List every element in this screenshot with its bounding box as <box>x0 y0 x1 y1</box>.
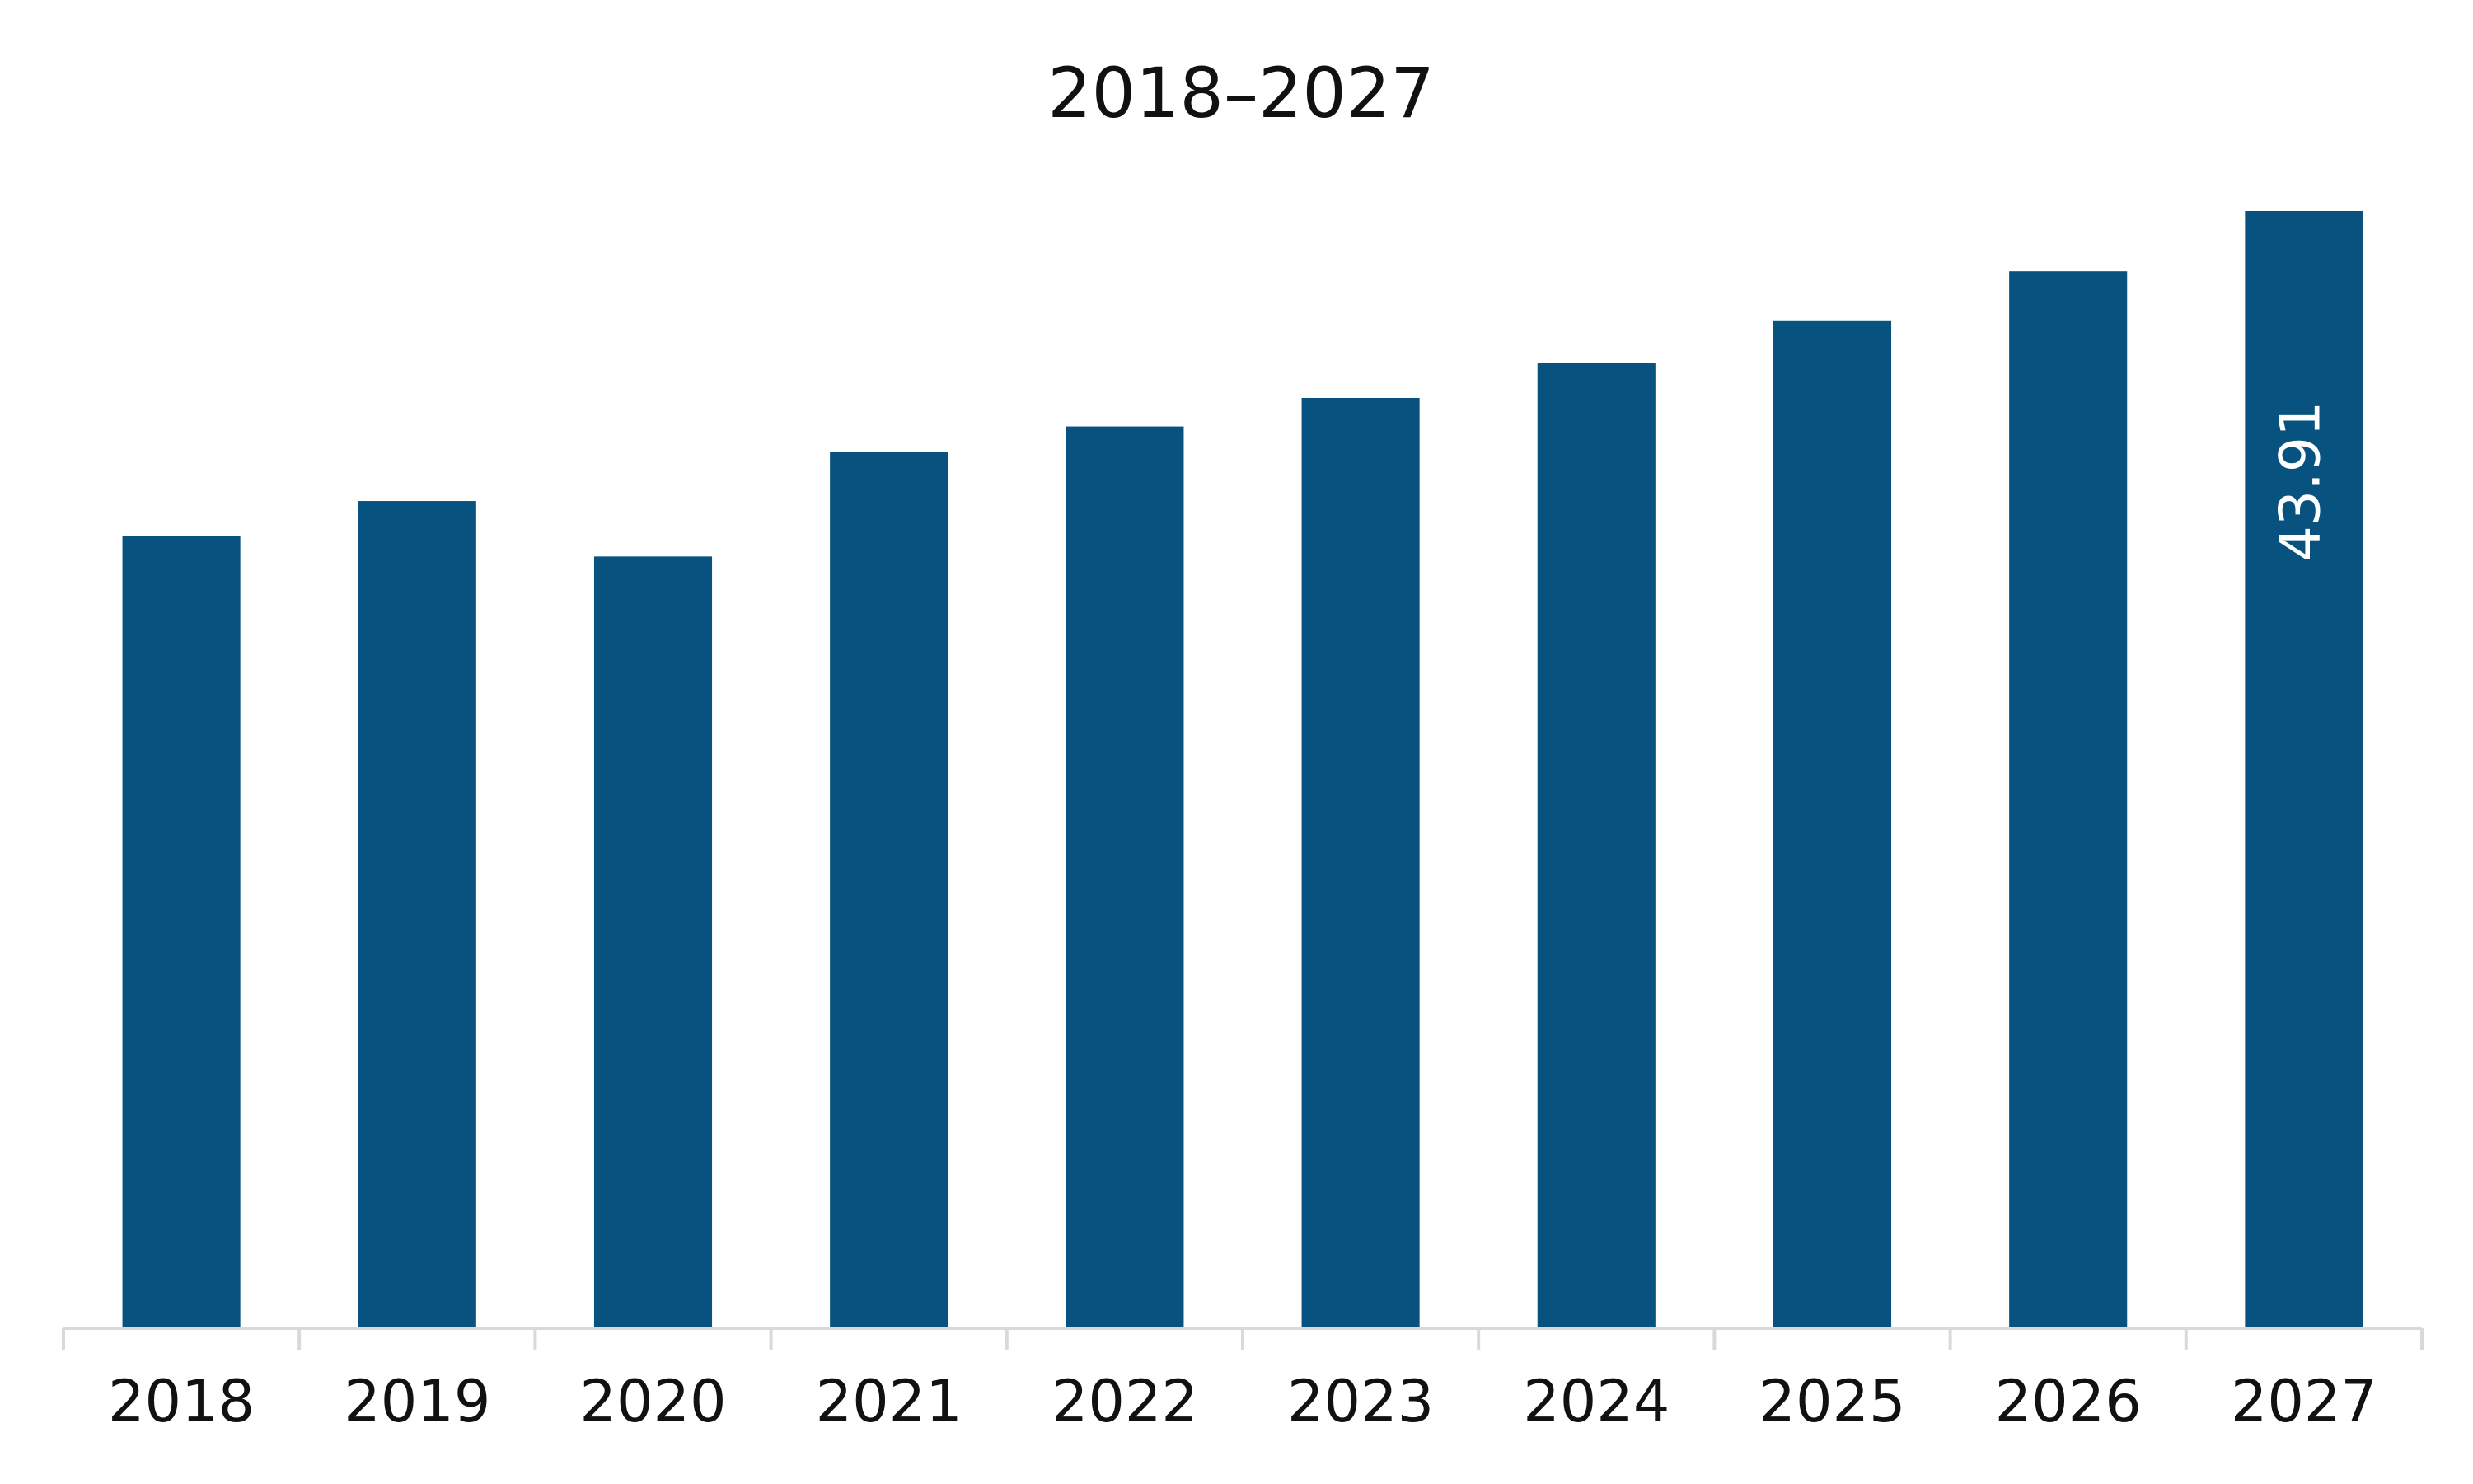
bar <box>593 556 713 1328</box>
bar <box>1066 426 1184 1329</box>
bar <box>2009 271 2128 1329</box>
x-tick-label: 2023 <box>1287 1368 1434 1435</box>
bar <box>122 536 241 1328</box>
x-tick-label: 2027 <box>2231 1368 2377 1435</box>
bar <box>1537 363 1656 1329</box>
x-tick-label: 2025 <box>1759 1368 1905 1435</box>
bar <box>358 501 476 1328</box>
bar <box>1301 397 1420 1328</box>
bar <box>1773 320 1892 1328</box>
x-tick-label: 2024 <box>1523 1368 1670 1435</box>
value-label: 43.91 <box>2268 401 2333 562</box>
x-tick-label: 2019 <box>344 1368 490 1435</box>
chart-title: 2018–2027 <box>1047 53 1435 133</box>
x-tick-label: 2022 <box>1051 1368 1198 1435</box>
x-tick-label: 2020 <box>579 1368 726 1435</box>
bar <box>2245 211 2363 1328</box>
x-tick-label: 2026 <box>1995 1368 2142 1435</box>
x-tick-label: 2018 <box>108 1368 255 1435</box>
x-tick-label: 2021 <box>816 1368 963 1435</box>
bar <box>830 452 948 1329</box>
